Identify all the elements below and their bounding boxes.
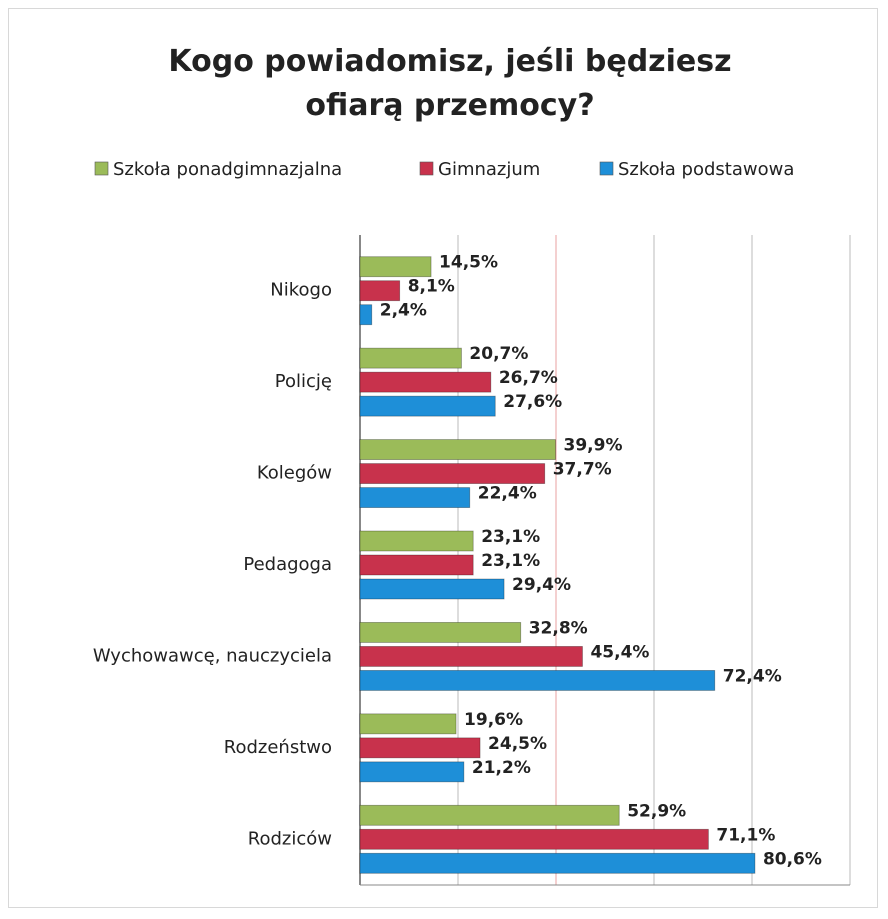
- legend-label: Gimnazjum: [438, 159, 540, 180]
- data-label: 8,1%: [408, 277, 455, 297]
- data-label: 72,4%: [723, 666, 782, 686]
- bar: [359, 804, 620, 826]
- data-label: 20,7%: [469, 344, 528, 364]
- chart-frame: [8, 8, 878, 908]
- data-label: 52,9%: [627, 801, 686, 821]
- bar: [359, 463, 546, 484]
- bar: [359, 852, 756, 874]
- bar: [359, 646, 583, 667]
- data-label: 23,1%: [481, 551, 540, 571]
- bar: [359, 439, 556, 460]
- bar: [359, 304, 373, 326]
- data-label: 23,1%: [481, 527, 540, 547]
- category-label: Pedagoga: [243, 554, 332, 575]
- data-label: 71,1%: [716, 825, 775, 845]
- category-label: Policję: [275, 371, 332, 392]
- legend-swatch: [599, 161, 614, 176]
- bar: [359, 828, 709, 850]
- bar: [359, 395, 496, 417]
- data-label: 21,2%: [472, 758, 531, 778]
- data-label: 2,4%: [380, 301, 427, 321]
- bar: [359, 622, 522, 643]
- data-label: 32,8%: [529, 618, 588, 638]
- bar: [359, 487, 471, 508]
- bar: [359, 737, 481, 759]
- category-label: Rodziców: [248, 828, 332, 849]
- bar: [359, 347, 462, 369]
- bar: [359, 578, 505, 600]
- data-label: 37,7%: [553, 460, 612, 480]
- data-label: 14,5%: [439, 253, 498, 273]
- bar: [359, 713, 457, 735]
- category-label: Rodzeństwo: [224, 737, 332, 758]
- category-label: Nikogo: [270, 280, 332, 301]
- bar: [359, 670, 716, 691]
- data-label: 22,4%: [478, 484, 537, 504]
- legend-swatch: [94, 161, 109, 176]
- bar: [359, 371, 492, 393]
- data-label: 29,4%: [512, 575, 571, 595]
- data-label: 39,9%: [564, 436, 623, 456]
- data-label: 24,5%: [488, 734, 547, 754]
- legend-label: Szkoła podstawowa: [618, 159, 794, 180]
- category-label: Wychowawcę, nauczyciela: [93, 645, 332, 666]
- data-label: 26,7%: [499, 368, 558, 388]
- data-label: 45,4%: [590, 642, 649, 662]
- legend-swatch: [419, 161, 434, 176]
- bar: [359, 554, 474, 576]
- data-label: 19,6%: [464, 710, 523, 730]
- data-label: 80,6%: [763, 849, 822, 869]
- chart-title: Kogo powiadomisz, jeśli będziesz ofiarą …: [168, 44, 732, 123]
- category-label: Kolegów: [257, 463, 332, 484]
- bar: [359, 280, 401, 302]
- data-label: 27,6%: [503, 392, 562, 412]
- bar: [359, 256, 432, 278]
- legend-label: Szkoła ponadgimnazjalna: [113, 159, 342, 180]
- bar: [359, 530, 474, 552]
- bar: [359, 761, 465, 783]
